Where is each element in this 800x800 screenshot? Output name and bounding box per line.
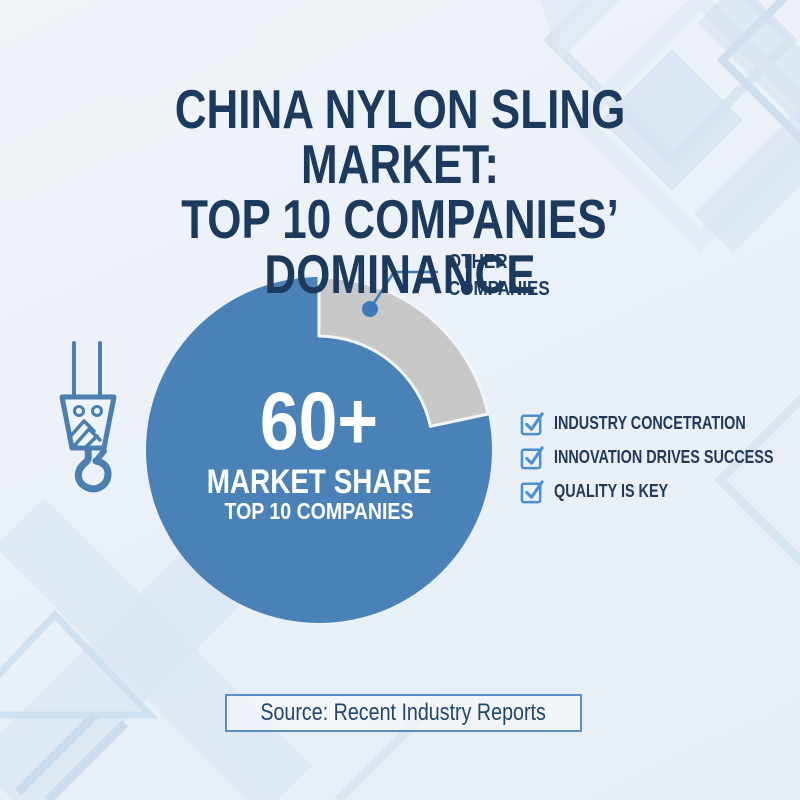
pie-center-label-primary: MARKET SHARE	[206, 463, 432, 501]
list-item-label: INNOVATION DRIVES SUCCESS	[554, 446, 774, 467]
list-item-label: INDUSTRY CONCETRATION	[554, 412, 746, 433]
callout-leader-line	[368, 270, 438, 310]
pie-chart	[146, 270, 492, 623]
pie-center-value: 60+	[259, 376, 379, 467]
source-box: Source: Recent Industry Reports	[225, 694, 582, 732]
list-item: INDUSTRY CONCETRATION	[520, 410, 800, 436]
pie-slice-other-companies	[317, 275, 490, 428]
list-item: QUALITY IS KEY	[520, 478, 800, 504]
crane-hook-icon	[59, 341, 117, 493]
source-text: Source: Recent Industry Reports	[260, 699, 547, 726]
checkbox-checked-icon	[520, 479, 544, 503]
page-title-line1: CHINA NYLON SLING MARKET:	[174, 78, 626, 195]
checkbox-checked-icon	[520, 445, 544, 469]
pie-center-label-secondary: TOP 10 COMPANIES	[224, 498, 414, 524]
callout-label-line2: COMPANIES	[448, 278, 550, 300]
page-title: CHINA NYLON SLING MARKET: TOP 10 COMPANI…	[0, 82, 800, 302]
list-item: INNOVATION DRIVES SUCCESS	[520, 444, 800, 470]
list-item-label: QUALITY IS KEY	[554, 480, 669, 501]
page-title-line2: TOP 10 COMPANIES’ DOMINANCE	[181, 188, 619, 305]
checkbox-checked-icon	[520, 411, 544, 435]
callout-dot	[362, 301, 378, 317]
callout-label-line1: OTHER	[448, 251, 508, 273]
callout-label: OTHER COMPANIES	[448, 249, 568, 303]
key-points-list: INDUSTRY CONCETRATION INNOVATION DRIVES …	[520, 410, 800, 512]
